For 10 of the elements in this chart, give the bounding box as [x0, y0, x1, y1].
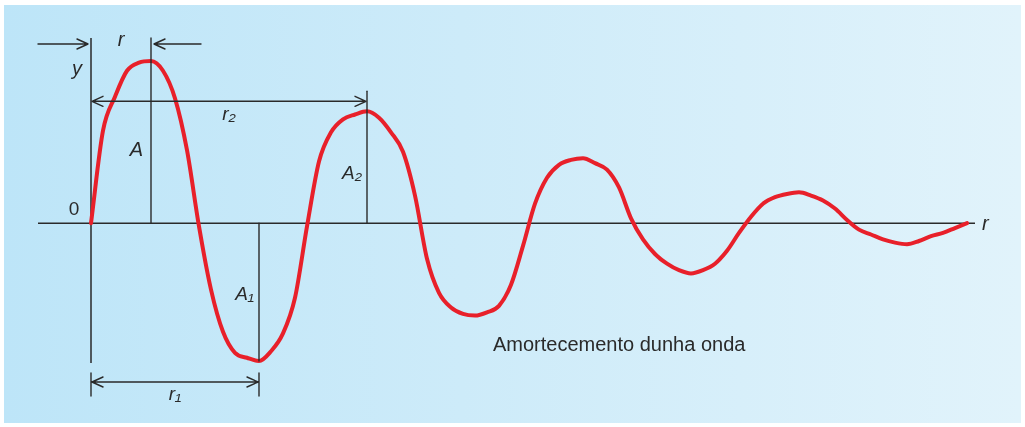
annotation: Amortecemento dunha onda — [493, 332, 747, 355]
annotation: A — [128, 137, 143, 160]
x-axis-title: r — [982, 211, 990, 234]
text: r — [117, 27, 126, 50]
annotation: A₂ — [341, 162, 363, 184]
text: r₁ — [168, 383, 182, 405]
annotation: A₁ — [234, 283, 254, 305]
y-axis-title: y — [70, 56, 83, 79]
text: 0 — [68, 198, 80, 220]
annotation: r₂ — [222, 102, 237, 124]
